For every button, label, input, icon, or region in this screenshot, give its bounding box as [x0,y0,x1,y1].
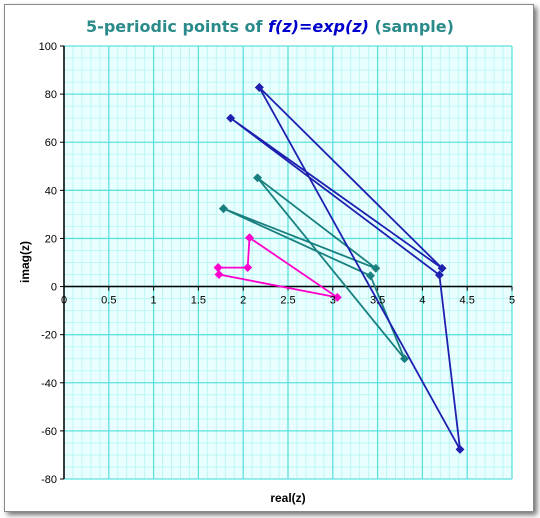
data-point-marker [455,444,465,454]
data-point-marker [243,262,253,273]
axes [60,45,513,480]
y-tick-label: -40 [41,378,57,390]
chart-title-prefix: 5-periodic points of [86,17,268,36]
chart-title-function: f(z)=exp(z) [268,17,369,36]
y-tick-label: 20 [45,233,57,245]
x-tick-label: 1 [151,295,157,307]
y-tick-label: -60 [41,426,57,438]
series-layer [213,82,465,454]
chart-title-suffix: (sample) [369,17,454,36]
tick-labels: 0 0.5 1 1.5 2 2.5 3 3.5 4 4.5 5 100 80 60 40 20 0 -20 -40 -… [39,41,515,486]
data-point-marker [214,269,224,280]
data-series [226,82,465,454]
x-axis-label: real(z) [270,491,305,505]
chart-title: 5-periodic points of f(z)=exp(z) (sample… [86,17,454,36]
x-tick-label: 3 [330,295,336,307]
y-tick-label: 40 [45,185,57,197]
y-tick-label: 60 [45,137,57,149]
data-point-marker [371,263,381,273]
data-point-marker [218,204,229,214]
x-tick-label: 0 [61,295,67,307]
x-tick-label: 1.5 [191,295,206,307]
data-series [213,233,342,302]
x-tick-label: 5 [509,295,515,307]
data-point-marker [365,271,375,281]
x-tick-label: 2.5 [280,295,295,307]
x-tick-label: 3.5 [370,295,385,307]
data-point-marker [244,233,255,243]
y-tick-label: 80 [45,89,57,101]
data-point-marker [437,263,447,273]
y-tick-label: 0 [51,282,57,294]
data-point-marker [226,113,236,123]
y-tick-label: -80 [41,474,57,486]
data-point-marker [399,354,410,364]
y-tick-label: -20 [41,330,57,342]
x-tick-label: 0.5 [101,295,116,307]
x-tick-label: 4 [419,295,425,307]
y-tick-label: 100 [39,41,57,53]
data-series [218,173,410,364]
series-line [223,176,406,360]
x-tick-label: 2 [240,295,246,307]
y-axis-label: imag(z) [18,241,32,283]
series-line [229,86,461,451]
x-tick-label: 4.5 [460,295,475,307]
data-point-marker [213,262,223,273]
data-point-marker [332,292,342,302]
data-point-marker [252,173,263,183]
data-point-marker [434,270,444,280]
data-point-marker [254,82,264,92]
